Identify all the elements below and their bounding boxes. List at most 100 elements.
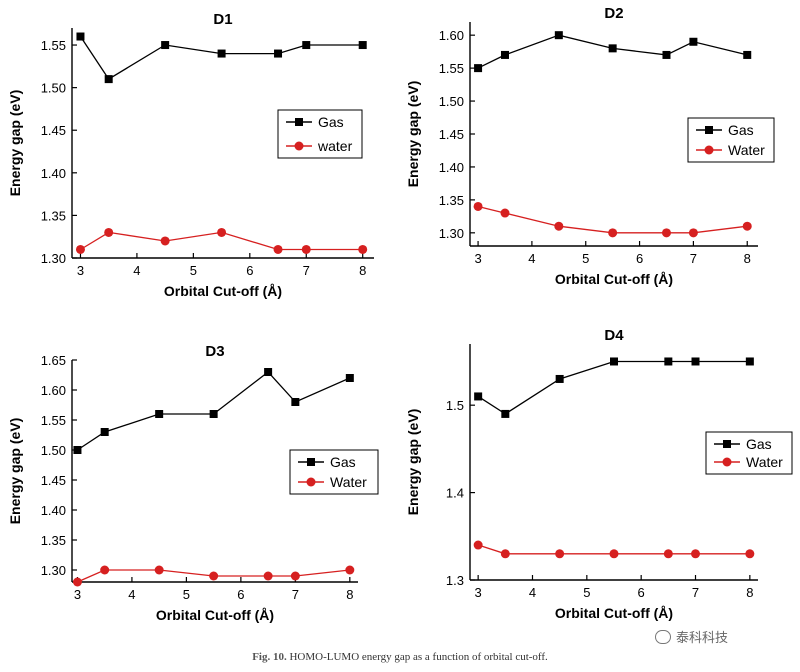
d1-water-point	[358, 244, 368, 254]
d3-title: D3	[205, 343, 224, 360]
d4-xtick-label: 5	[583, 585, 590, 600]
d3-ytick-label: 1.60	[41, 383, 66, 398]
d2-gas-point	[743, 50, 752, 59]
d3-xtick-label: 5	[183, 587, 190, 602]
d2-gas-point	[608, 44, 617, 53]
d1-water-point	[75, 244, 85, 254]
d3-legend-gas-swatch-marker	[307, 458, 315, 466]
d3-ytick-label: 1.45	[41, 473, 66, 488]
d3-gas-point	[100, 428, 109, 436]
d1-legend-gas-label: Gas	[318, 114, 344, 130]
d4-ytick-label: 1.4	[446, 486, 464, 501]
d2-ytick-label: 1.35	[439, 193, 464, 208]
d2-y-axis-label: Energy gap (eV)	[405, 81, 421, 188]
d4-xtick-label: 6	[638, 585, 645, 600]
d4-legend-gas-label: Gas	[746, 436, 772, 452]
d3-gas-point	[264, 368, 273, 376]
d1-legend-water-label: water	[317, 138, 353, 154]
d3-water-point	[209, 571, 219, 581]
d2-water-point	[742, 221, 752, 231]
d4-water-point	[609, 549, 619, 559]
d4-xtick-label: 3	[475, 585, 482, 600]
d3-water-point	[345, 565, 355, 575]
d3-xtick-label: 3	[74, 587, 81, 602]
d4-water-point	[473, 540, 483, 550]
d1-ytick-label: 1.55	[41, 38, 66, 53]
d2-water-point	[608, 228, 618, 238]
d3-water-point	[72, 577, 82, 587]
d1-xtick-label: 6	[246, 263, 253, 278]
d2-ytick-label: 1.40	[439, 160, 464, 175]
d4-gas-point	[664, 357, 673, 366]
d1-xtick-label: 5	[190, 263, 197, 278]
d1-ytick-label: 1.30	[41, 251, 66, 266]
d2-title: D2	[604, 5, 623, 22]
d1-legend-gas-swatch-marker	[295, 118, 303, 126]
figure: D13 4 5 6 7 81.301.351.401.451.501.55Orbital …	[7, 5, 793, 623]
d4-water-point	[691, 549, 701, 559]
d3-legend-water-swatch-marker	[306, 477, 316, 487]
d4-title: D4	[604, 327, 624, 344]
d3-water-point	[100, 565, 110, 575]
d2-xtick-label: 6	[636, 251, 643, 266]
d4-gas-point	[691, 357, 700, 366]
d4-water-point	[555, 549, 565, 559]
d3-water-point	[290, 571, 300, 581]
d1-xtick-label: 3	[77, 263, 84, 278]
d4-gas-line	[477, 360, 750, 415]
d4-legend-water-swatch-marker	[722, 457, 732, 467]
d2-xtick-label: 7	[690, 251, 697, 266]
d2-water-point	[554, 221, 564, 231]
d3-gas-point	[73, 446, 82, 454]
d2-xtick-label: 5	[582, 251, 589, 266]
d2-ytick-label: 1.50	[439, 94, 464, 109]
d1-water-point	[301, 244, 311, 254]
d3-gas-point	[345, 374, 354, 382]
d3-legend-gas-label: Gas	[330, 454, 356, 470]
d1-gas-line	[79, 36, 363, 80]
d2-water-point	[688, 228, 698, 238]
d1-gas-point	[104, 75, 113, 84]
d1-ytick-label: 1.50	[41, 81, 66, 96]
d4-gas-point	[501, 409, 510, 418]
d3-gas-point	[209, 410, 218, 418]
d4-y-axis-label: Energy gap (eV)	[405, 409, 421, 516]
d2-ytick-label: 1.55	[439, 61, 464, 76]
d2-legend-gas-swatch-marker	[705, 126, 713, 134]
d3-ytick-label: 1.30	[41, 563, 66, 578]
d3-ytick-label: 1.55	[41, 413, 66, 428]
figure-caption: Fig. 10. HOMO-LUMO energy gap as a funct…	[0, 651, 800, 663]
d3-legend-water-label: Water	[330, 474, 367, 490]
d4-gas-point	[610, 357, 618, 366]
d2-gas-point	[662, 50, 671, 59]
d3-legend	[289, 449, 379, 495]
d2-legend-gas-label: Gas	[728, 122, 754, 138]
d3-xtick-label: 6	[237, 587, 244, 602]
d3-xtick-label: 8	[346, 587, 353, 602]
watermark: 泰科科技	[655, 627, 728, 646]
d2-gas-point	[474, 64, 483, 73]
d4-x-axis-label: Orbital Cut-off (Å)	[555, 605, 673, 621]
d1-x-axis-label: Orbital Cut-off (Å)	[164, 283, 282, 299]
d2-ytick-label: 1.45	[439, 127, 464, 142]
d2-legend-water-label: Water	[728, 142, 765, 158]
d4-xtick-label: 8	[746, 585, 753, 600]
caption-text: HOMO-LUMO energy gap as a function of or…	[289, 651, 548, 663]
d3-x-axis-label: Orbital Cut-off (Å)	[156, 607, 274, 623]
d1-gas-point	[161, 41, 170, 50]
d1-ytick-label: 1.40	[41, 166, 66, 181]
d1-gas-point	[302, 41, 311, 50]
d1-water-point	[160, 236, 170, 246]
d4-xtick-label: 4	[529, 585, 536, 600]
d2-gas-point	[689, 37, 698, 46]
wechat-icon	[655, 630, 671, 644]
d3-gas-point	[155, 410, 164, 418]
d2-x-axis-label: Orbital Cut-off (Å)	[555, 271, 673, 287]
d3-ytick-label: 1.35	[41, 533, 66, 548]
d1-y-axis-label: Energy gap (eV)	[7, 90, 23, 197]
d1-xtick-label: 8	[359, 263, 366, 278]
d2-gas-point	[500, 50, 509, 59]
d3-water-point	[154, 565, 164, 575]
d3-ytick-label: 1.50	[41, 443, 66, 458]
d1-water-point	[104, 227, 114, 237]
